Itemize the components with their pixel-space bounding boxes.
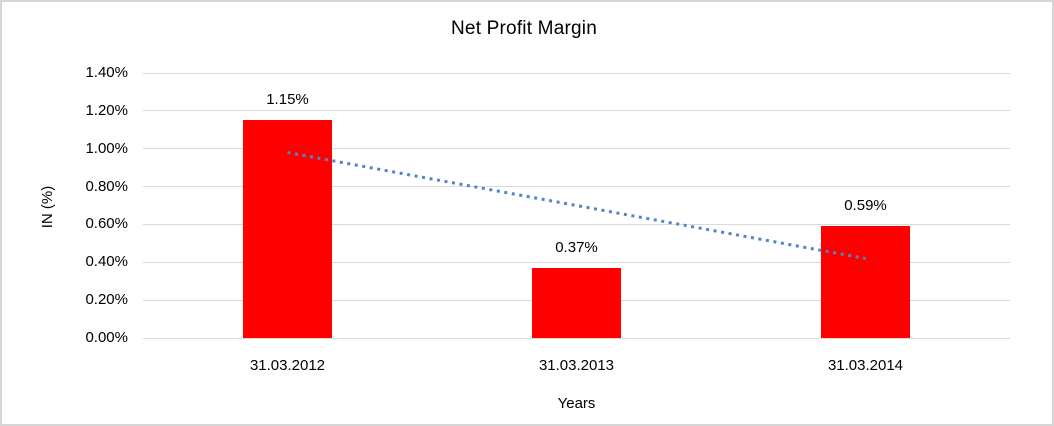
gridline: [143, 110, 1010, 112]
gridline: [143, 148, 1010, 150]
y-tick-label: 0.80%: [85, 177, 128, 195]
gridline: [143, 223, 1010, 225]
gridline: [143, 261, 1010, 263]
gridline: [143, 186, 1010, 188]
y-tick-label: 1.20%: [85, 101, 128, 119]
bar-value-label: 0.37%: [555, 238, 598, 256]
x-tick-label: 31.03.2013: [538, 357, 615, 374]
plot-area: 1.15% 0.37% 0.59%: [143, 72, 1010, 339]
y-tick-label: 1.00%: [85, 139, 128, 157]
bar-value-label: 1.15%: [266, 91, 309, 109]
y-axis-title: IN (%): [39, 185, 56, 229]
gridline: [143, 72, 1010, 74]
y-tick-label: 0.60%: [85, 215, 128, 233]
bar-31.03.2014: [821, 226, 910, 338]
x-axis-title: Years: [557, 395, 596, 412]
y-tick-label: 0.00%: [85, 329, 128, 346]
y-tick-label: 0.20%: [85, 291, 128, 309]
bar-31.03.2013: [532, 267, 621, 338]
chart-title: Net Profit Margin: [451, 18, 597, 39]
y-tick-label: 0.40%: [85, 253, 128, 271]
gridline: [143, 337, 1010, 339]
x-tick-label: 31.03.2014: [827, 357, 904, 374]
x-tick-label: 31.03.2012: [249, 357, 326, 374]
y-tick-label: 1.40%: [85, 64, 128, 81]
bar-value-label: 0.59%: [844, 197, 887, 215]
bar-31.03.2012: [243, 120, 332, 338]
